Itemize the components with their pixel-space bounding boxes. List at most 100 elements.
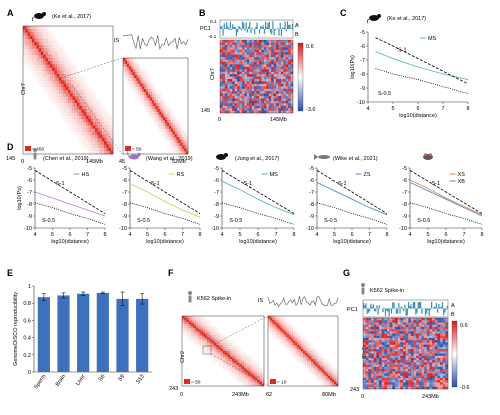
- panel-d-chart-zebrafish: 4 5 6 7 8-5-6-7-8-9-10log10(distance)ZSS-1S-…: [306, 166, 388, 245]
- correlation-cell: [241, 66, 245, 70]
- heatmap-cell: [45, 54, 48, 59]
- correlation-cell: [229, 86, 233, 89]
- heatmap-cell: [59, 45, 62, 49]
- correlation-cell: [363, 384, 366, 387]
- correlation-cell: [283, 108, 286, 111]
- heatmap-cell: [165, 117, 168, 121]
- heatmap-cell: [252, 370, 256, 373]
- correlation-cell: [232, 100, 235, 104]
- correlation-cell: [275, 76, 279, 80]
- heatmap-cell: [202, 323, 205, 326]
- correlation-cell: [405, 377, 409, 381]
- heatmap-cell: [72, 102, 75, 107]
- heatmap-cell: [303, 336, 306, 339]
- correlation-cell: [434, 380, 438, 383]
- correlation-cell: [254, 57, 257, 60]
- heatmap-cell: [92, 122, 96, 126]
- heatmap-cell: [79, 128, 82, 132]
- x-axis-label: log10(distance): [399, 113, 437, 119]
- heatmap-cell: [290, 346, 293, 350]
- y-tick-label: -8: [402, 202, 407, 208]
- heatmap-cell: [184, 333, 187, 336]
- correlation-cell: [239, 83, 243, 87]
- heatmap-cell: [88, 112, 91, 116]
- heatmap-cell: [220, 333, 224, 336]
- heatmap-cell: [257, 366, 260, 369]
- heatmap-cell: [56, 86, 60, 91]
- correlation-cell: [370, 384, 374, 387]
- heatmap-cell: [43, 38, 46, 43]
- correlation-cell: [413, 353, 417, 356]
- correlation-cell: [440, 373, 443, 376]
- correlation-cell: [373, 362, 377, 365]
- correlation-cell: [365, 333, 369, 336]
- correlation-cell: [394, 364, 398, 367]
- heatmap-cell: [209, 323, 212, 326]
- correlation-cell: [256, 105, 260, 109]
- correlation-cell: [237, 52, 240, 55]
- heatmap-cell: [294, 357, 298, 360]
- heatmap-cell: [138, 83, 141, 87]
- correlation-cell: [405, 371, 409, 374]
- correlation-cell: [434, 326, 438, 330]
- correlation-cell: [381, 351, 385, 354]
- heatmap-cell: [327, 375, 330, 378]
- correlation-cell: [263, 66, 267, 70]
- heatmap-cell: [229, 366, 233, 369]
- correlation-cell: [370, 337, 374, 341]
- heatmap-cell: [292, 346, 295, 350]
- pc1-bar: [364, 305, 366, 309]
- heatmap-cell: [213, 349, 217, 352]
- correlation-cell: [440, 366, 443, 370]
- heatmap-cell: [61, 67, 64, 71]
- heatmap-cell: [95, 109, 98, 113]
- correlation-cell: [410, 344, 414, 347]
- correlation-cell: [256, 78, 260, 82]
- heatmap-cell: [65, 112, 69, 116]
- heatmap-cell: [70, 96, 73, 100]
- heatmap-cell: [153, 103, 156, 107]
- correlation-cell: [258, 103, 262, 106]
- heatmap-cell: [68, 122, 71, 126]
- correlation-cell: [418, 326, 422, 330]
- heatmap-cell: [74, 102, 78, 107]
- heatmap-cell: [272, 326, 275, 329]
- heatmap-cell: [70, 77, 73, 81]
- correlation-cell: [376, 346, 380, 350]
- heatmap-cell: [191, 339, 194, 342]
- heatmap-cell: [229, 356, 233, 359]
- heatmap-cell: [134, 66, 137, 70]
- panel-g-pc1-track: [363, 301, 448, 316]
- heatmap-cell: [323, 381, 326, 385]
- correlation-cell: [440, 360, 443, 363]
- heatmap-cell: [65, 83, 69, 87]
- correlation-cell: [246, 108, 250, 111]
- correlation-cell: [234, 59, 238, 63]
- heatmap-cell: [68, 115, 71, 119]
- heatmap-cell: [252, 376, 256, 379]
- heatmap-cell: [88, 122, 91, 126]
- correlation-cell: [256, 49, 260, 53]
- pc1-bar: [395, 308, 397, 314]
- heatmap-cell: [97, 141, 100, 145]
- heatmap-cell: [238, 374, 242, 377]
- heatmap-cell: [225, 354, 228, 358]
- heatmap-cell: [81, 118, 84, 123]
- heatmap-cell: [220, 356, 224, 359]
- heatmap-cell: [86, 122, 89, 126]
- heatmap-cell: [218, 339, 221, 342]
- heatmap-cell: [165, 131, 168, 135]
- heatmap-cell: [278, 316, 281, 319]
- heatmap-cell: [157, 100, 160, 104]
- heatmap-cell: [99, 109, 102, 113]
- heatmap-cell: [43, 74, 46, 78]
- heatmap-cell: [234, 372, 237, 375]
- correlation-cell: [394, 337, 398, 341]
- correlation-cell: [386, 366, 390, 370]
- correlation-cell: [278, 110, 281, 114]
- correlation-cell: [254, 40, 257, 43]
- correlation-cell: [239, 74, 243, 77]
- correlation-cell: [442, 337, 446, 341]
- correlation-cell: [370, 318, 374, 321]
- pc1-bar: [289, 24, 291, 29]
